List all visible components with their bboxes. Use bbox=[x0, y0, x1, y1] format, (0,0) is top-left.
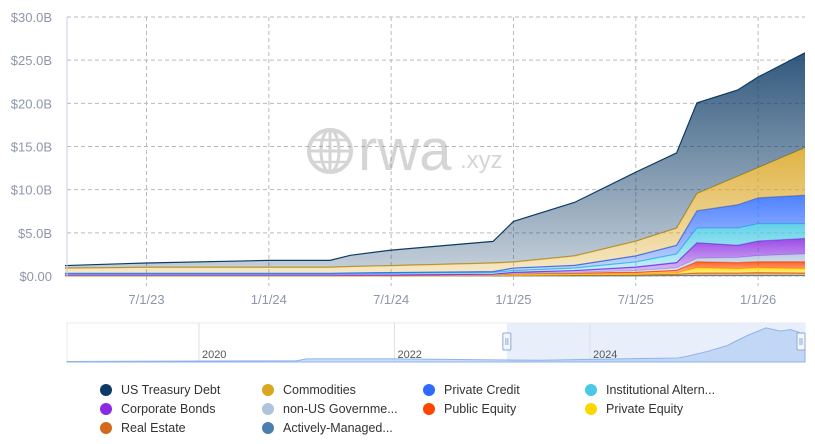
legend-dot-icon bbox=[262, 403, 274, 415]
legend-item[interactable]: Real Estate bbox=[100, 421, 186, 435]
y-tick-label: $0.00 bbox=[19, 269, 52, 284]
y-tick-label: $5.0B bbox=[18, 226, 52, 241]
legend-label: Private Credit bbox=[444, 383, 520, 397]
y-tick-label: $20.0B bbox=[11, 96, 52, 111]
y-tick-label: $30.0B bbox=[11, 10, 52, 25]
y-tick-label: $15.0B bbox=[11, 140, 52, 155]
legend-item[interactable]: Private Credit bbox=[423, 383, 520, 397]
legend-item[interactable]: US Treasury Debt bbox=[100, 383, 220, 397]
x-tick-label: 1/1/24 bbox=[251, 292, 287, 307]
legend-item[interactable]: Corporate Bonds bbox=[100, 402, 216, 416]
x-tick-label: 7/1/23 bbox=[128, 292, 164, 307]
navigator-year-label: 2022 bbox=[397, 349, 421, 361]
svg-text:.xyz: .xyz bbox=[460, 147, 503, 174]
legend-item[interactable]: Public Equity bbox=[423, 402, 516, 416]
legend-dot-icon bbox=[262, 422, 274, 434]
y-tick-label: $25.0B bbox=[11, 53, 52, 68]
legend-label: non-US Governme... bbox=[283, 402, 398, 416]
area-us-treasury-debt bbox=[64, 52, 806, 269]
legend-dot-icon bbox=[100, 384, 112, 396]
legend-dot-icon bbox=[100, 403, 112, 415]
navigator-year-label: 2020 bbox=[202, 349, 226, 361]
legend-label: Institutional Altern... bbox=[606, 383, 716, 397]
x-axis: 7/1/23 1/1/24 7/1/24 1/1/25 7/1/25 1/1/26 bbox=[128, 292, 776, 307]
legend-label: US Treasury Debt bbox=[121, 383, 221, 397]
legend-item[interactable]: Actively-Managed... bbox=[262, 421, 393, 435]
legend-dot-icon bbox=[423, 384, 435, 396]
y-tick-label: $10.0B bbox=[11, 183, 52, 198]
legend-label: Private Equity bbox=[606, 402, 684, 416]
x-tick-label: 7/1/25 bbox=[618, 292, 654, 307]
x-tick-label: 1/1/26 bbox=[740, 292, 776, 307]
svg-text:rwa: rwa bbox=[358, 118, 452, 183]
series-areas bbox=[64, 52, 806, 277]
legend-item[interactable]: non-US Governme... bbox=[262, 402, 398, 416]
rwa-watermark-logo: rwa .xyz bbox=[307, 118, 503, 183]
legend-dot-icon bbox=[423, 403, 435, 415]
range-navigator[interactable]: 2020 2022 2024 bbox=[66, 322, 806, 363]
area-public-equity bbox=[64, 261, 806, 276]
legend-label: Actively-Managed... bbox=[283, 421, 393, 435]
line-us-treasury-debt bbox=[64, 52, 806, 267]
legend-dot-icon bbox=[585, 384, 597, 396]
area-institutional-altern- bbox=[64, 223, 806, 276]
x-tick-label: 7/1/24 bbox=[373, 292, 409, 307]
legend-dot-icon bbox=[100, 422, 112, 434]
legend-label: Corporate Bonds bbox=[121, 402, 216, 416]
legend-item[interactable]: Commodities bbox=[262, 383, 356, 397]
x-tick-label: 1/1/25 bbox=[495, 292, 531, 307]
navigator-left-handle[interactable] bbox=[502, 332, 512, 351]
legend-label: Public Equity bbox=[444, 402, 517, 416]
legend-label: Commodities bbox=[283, 383, 356, 397]
navigator-year-label: 2024 bbox=[593, 349, 617, 361]
legend-dot-icon bbox=[262, 384, 274, 396]
legend-item[interactable]: Institutional Altern... bbox=[585, 383, 715, 397]
legend-label: Real Estate bbox=[121, 421, 186, 435]
navigator-right-handle[interactable] bbox=[796, 332, 806, 351]
y-axis: $0.00 $5.0B $10.0B $15.0B $20.0B $25.0B $30.0B bbox=[11, 10, 68, 284]
legend-dot-icon bbox=[585, 403, 597, 415]
legend-item[interactable]: Private Equity bbox=[585, 402, 683, 416]
